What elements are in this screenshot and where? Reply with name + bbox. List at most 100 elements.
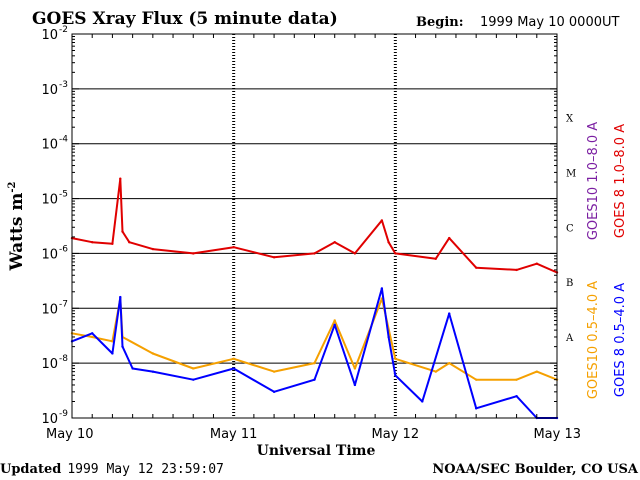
- series-line: [71, 297, 558, 381]
- y-tick-exponent: -9: [59, 409, 68, 419]
- updated-line: Updated 1999 May 12 23:59:07: [0, 462, 224, 477]
- flare-class-label: M: [566, 168, 576, 179]
- legend-entry: GOES10 0.5–4.0 A: [586, 281, 601, 399]
- legend-entry: GOES 8 1.0–8.0 A: [613, 124, 628, 238]
- series-point: [535, 262, 538, 265]
- series-point: [313, 361, 316, 365]
- series-point: [119, 295, 122, 299]
- flare-class-labels: X M C B A: [565, 114, 576, 344]
- series-point: [151, 352, 155, 355]
- x-tick-label: May 13: [533, 427, 581, 442]
- series-point: [131, 367, 134, 370]
- day-dividers: [232, 34, 397, 418]
- y-tick-label: 10: [41, 357, 58, 372]
- series-point: [394, 374, 397, 377]
- y-tick-exponent: -5: [59, 190, 68, 200]
- series-point: [448, 312, 451, 315]
- y-axis-ticks: 10-210-310-410-510-610-710-810-9: [41, 25, 557, 427]
- series-point: [474, 378, 478, 381]
- chart-title: GOES Xray Flux (5 minute data): [32, 9, 338, 29]
- x-tick-label: May 12: [372, 427, 420, 442]
- y-tick-exponent: -8: [59, 354, 68, 364]
- series-point: [151, 370, 155, 373]
- series-point: [434, 370, 437, 373]
- series-point: [353, 383, 357, 387]
- series-point: [111, 352, 114, 355]
- series-point: [394, 252, 397, 255]
- series-point: [535, 370, 538, 373]
- series-point: [151, 247, 155, 251]
- series-point: [515, 268, 518, 272]
- series-point: [119, 177, 122, 180]
- credit-text: NOAA/SEC Boulder, CO USA: [432, 462, 639, 477]
- flare-class-label: A: [565, 333, 574, 344]
- series-point: [387, 335, 390, 339]
- series-point: [232, 357, 235, 360]
- series-point: [380, 287, 384, 290]
- series-point: [232, 367, 235, 370]
- series-point: [474, 266, 478, 269]
- y-tick-label: 10: [41, 193, 58, 208]
- series-point: [272, 370, 276, 373]
- flare-class-label: C: [566, 223, 574, 234]
- series-layer: [70, 177, 559, 420]
- y-axis-label-text: Watts m: [7, 193, 27, 272]
- legend-entry: GOES 8 0.5–4.0 A: [613, 283, 628, 397]
- gridlines: [72, 88, 557, 364]
- series-point: [232, 245, 235, 249]
- y-tick-label: 10: [41, 302, 58, 317]
- begin-label: Begin:: [416, 15, 464, 30]
- series-point: [192, 252, 195, 255]
- series-line: [71, 287, 557, 419]
- series-point: [333, 323, 336, 326]
- series-line: [71, 177, 558, 274]
- series-point: [111, 242, 114, 245]
- y-tick-exponent: -3: [59, 80, 68, 90]
- legend: GOES10 1.0–8.0 A GOES 8 1.0–8.0 A GOES10 0…: [586, 122, 628, 399]
- x-axis-label: Universal Time: [257, 443, 376, 459]
- begin-value: 1999 May 10 0000UT: [480, 15, 619, 30]
- series-point: [121, 230, 124, 233]
- series-point: [474, 407, 478, 410]
- y-tick-label: 10: [41, 28, 58, 43]
- y-tick-exponent: -2: [59, 25, 68, 35]
- x-axis-ticks: May 10 May 11 May 12 May 13: [46, 34, 581, 442]
- series-point: [515, 394, 518, 398]
- series-point: [121, 345, 124, 348]
- y-tick-label: 10: [41, 138, 58, 153]
- series-point: [333, 241, 336, 244]
- series-point: [192, 378, 195, 381]
- series-point: [394, 357, 397, 360]
- flare-class-label: B: [566, 278, 573, 289]
- series-point: [272, 256, 276, 259]
- series-point: [91, 241, 94, 244]
- series-point: [128, 241, 131, 244]
- y-tick-exponent: -7: [59, 299, 68, 309]
- series-point: [380, 219, 384, 222]
- y-tick-label: 10: [41, 247, 58, 262]
- series-point: [91, 332, 94, 335]
- plot-frame: [71, 33, 558, 419]
- series-point: [313, 378, 316, 381]
- y-tick-label: 10: [41, 83, 58, 98]
- series-point: [353, 252, 357, 255]
- x-tick-label: May 10: [46, 427, 94, 442]
- series-point: [448, 361, 451, 365]
- series-point: [333, 319, 336, 322]
- series-point: [91, 335, 94, 339]
- series-point: [272, 390, 276, 394]
- series-point: [421, 400, 424, 403]
- flare-class-label: X: [566, 114, 574, 125]
- x-tick-label: May 11: [210, 427, 258, 442]
- y-tick-exponent: -6: [59, 244, 68, 254]
- series-point: [434, 257, 437, 260]
- y-tick-label: 10: [41, 412, 58, 427]
- series-point: [515, 378, 518, 381]
- y-axis-label: Watts m-2: [7, 181, 27, 271]
- series-point: [353, 367, 357, 370]
- legend-entry: GOES10 1.0–8.0 A: [586, 122, 601, 240]
- series-point: [448, 236, 451, 240]
- y-axis-label-exponent: -2: [7, 181, 18, 192]
- y-tick-exponent: -4: [59, 135, 68, 145]
